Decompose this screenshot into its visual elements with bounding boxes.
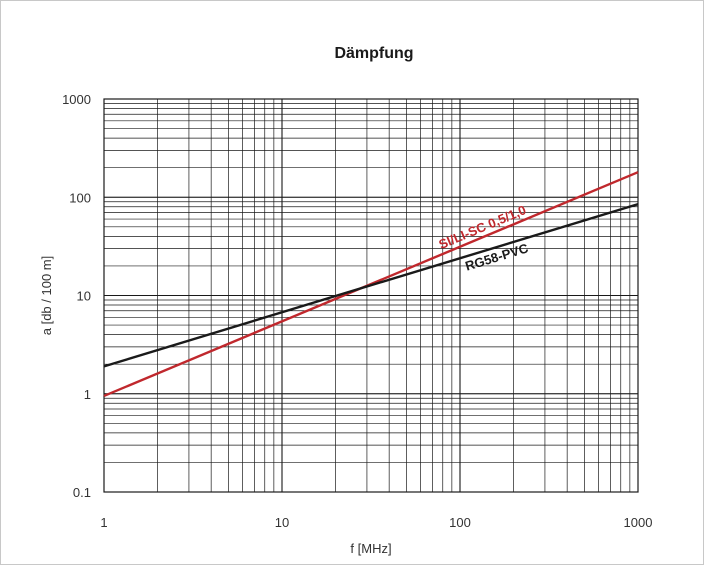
y-tick-label: 100 (69, 190, 91, 205)
y-tick-label: 1000 (62, 92, 91, 107)
tick-labels: 1 10 100 1000 0.1 1 10 100 1000 (62, 92, 652, 530)
y-axis-label: a [db / 100 m] (39, 256, 54, 336)
series-lines (103, 171, 639, 398)
x-tick-label: 1 (100, 515, 107, 530)
x-axis-label: f [MHz] (350, 541, 391, 556)
series-line-rg58 (103, 203, 639, 368)
plot-border (103, 98, 639, 493)
chart-title: Dämpfung (334, 45, 413, 62)
grid (104, 99, 638, 492)
y-tick-label: 10 (77, 289, 91, 304)
x-tick-label: 10 (275, 515, 289, 530)
y-tick-label: 1 (84, 387, 91, 402)
x-tick-label: 1000 (624, 515, 653, 530)
x-tick-label: 100 (449, 515, 471, 530)
y-tick-label: 0.1 (73, 485, 91, 500)
series-label-rg58: RG58-PVC (463, 240, 530, 273)
